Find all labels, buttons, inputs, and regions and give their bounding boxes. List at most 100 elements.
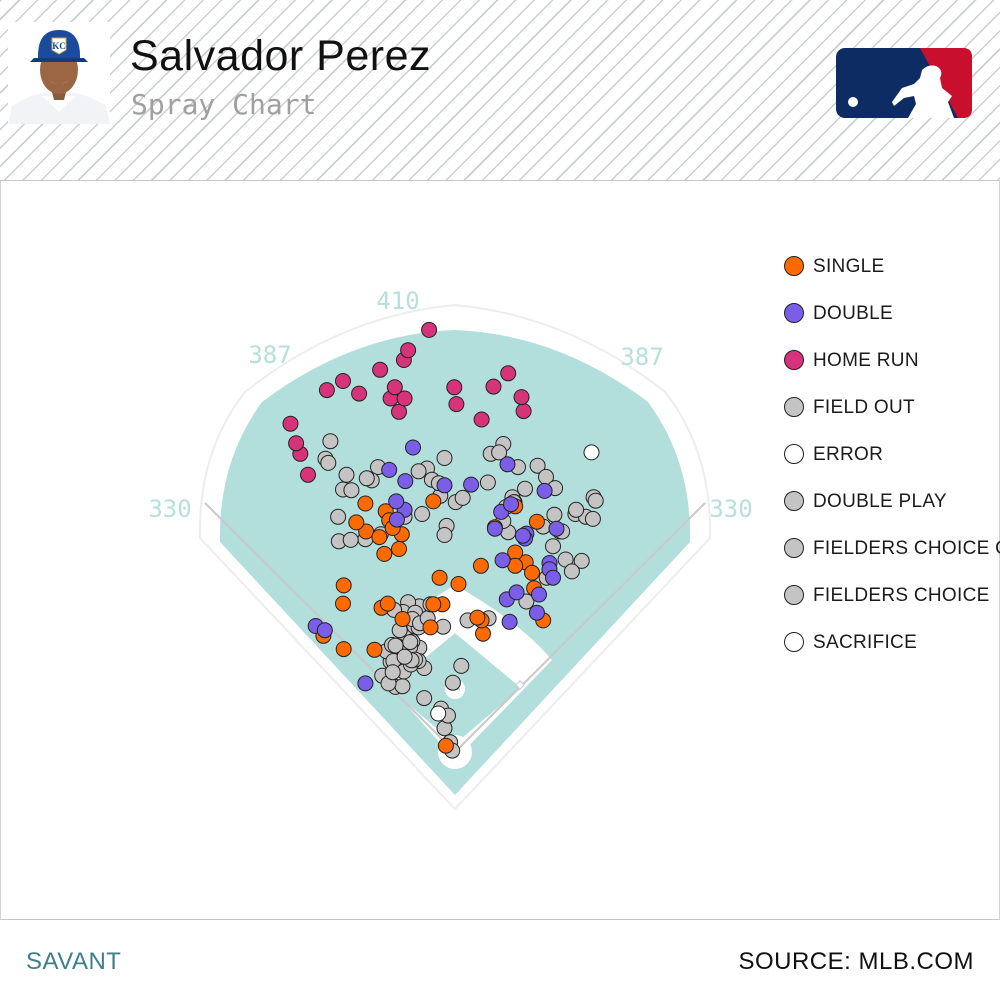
point-single: [394, 611, 411, 627]
point-single: [391, 541, 407, 557]
point-field-out: [444, 674, 461, 691]
point-field-out: [517, 480, 533, 497]
distance-left-line: 330: [148, 495, 191, 523]
point-single: [371, 529, 388, 546]
point-field-out: [518, 593, 535, 610]
legend-item-home-run: HOME RUN: [782, 348, 1000, 395]
legend-swatch-fielders-choice: [784, 585, 804, 605]
player-avatar: KC: [8, 22, 110, 124]
point-double: [545, 569, 561, 586]
point-double: [499, 456, 516, 473]
point-single: [450, 576, 467, 592]
point-single: [335, 641, 352, 658]
point-double: [436, 477, 453, 494]
legend-swatch-field-out: [784, 397, 804, 417]
point-single: [472, 557, 489, 574]
point-double: [486, 520, 503, 537]
point-field-out: [402, 634, 419, 651]
legend-item-sacrifice: SACRIFICE: [782, 630, 1000, 677]
point-home-run: [421, 321, 438, 338]
point-double: [316, 622, 333, 639]
point-single: [348, 514, 365, 531]
point-field-out: [454, 489, 471, 506]
point-field-out: [396, 648, 413, 665]
point-field-out: [546, 506, 563, 523]
point-home-run: [351, 385, 368, 402]
legend-label: FIELDERS CHOICE: [813, 585, 990, 606]
legend-label: FIELDERS CHOICE OUT: [813, 538, 1000, 559]
point-double: [381, 461, 398, 478]
distance-right-line: 330: [709, 495, 752, 523]
legend-swatch-single: [784, 256, 804, 276]
point-field-out: [584, 510, 601, 527]
point-field-out: [563, 563, 580, 580]
point-field-out: [384, 664, 401, 681]
point-double: [508, 584, 525, 601]
point-single: [335, 577, 352, 594]
point-field-out: [358, 470, 375, 487]
point-field-out: [573, 552, 590, 569]
legend-item-field-out: FIELD OUT: [782, 395, 1000, 442]
legend-label: DOUBLE: [813, 303, 893, 324]
point-single: [431, 569, 448, 586]
point-field-out: [545, 538, 561, 555]
chart-header: KC Salvador Perez Spray Chart: [0, 0, 1000, 181]
point-home-run: [500, 365, 517, 382]
point-home-run: [386, 379, 403, 396]
legend-swatch-home-run: [784, 350, 804, 370]
point-single: [366, 641, 383, 658]
hit-points: [282, 321, 604, 759]
legend-item-double-play: DOUBLE PLAY: [782, 489, 1000, 536]
legend-swatch-double: [784, 303, 804, 323]
legend-label: DOUBLE PLAY: [813, 491, 947, 512]
point-field-out: [343, 482, 360, 499]
point-field-out: [320, 454, 337, 471]
point-field-out: [410, 463, 427, 480]
stands-outline: [198, 303, 712, 811]
point-field-out: [529, 457, 546, 474]
legend-swatch-error: [784, 444, 804, 464]
point-error: [583, 444, 600, 461]
point-home-run: [288, 435, 305, 452]
point-home-run: [446, 379, 463, 396]
point-home-run: [300, 466, 316, 483]
distance-center: 410: [376, 287, 419, 315]
point-single: [422, 619, 439, 636]
point-single: [335, 595, 351, 612]
point-single: [469, 609, 486, 626]
point-home-run: [282, 415, 299, 432]
point-double: [397, 473, 414, 490]
point-home-run: [473, 411, 490, 428]
point-single: [358, 523, 375, 540]
point-field-out: [436, 527, 453, 543]
point-double: [503, 496, 519, 513]
point-field-out: [342, 531, 359, 548]
point-field-out: [479, 474, 496, 491]
point-field-out: [568, 501, 585, 518]
point-field-out: [387, 637, 404, 654]
point-single: [437, 737, 454, 754]
point-field-out: [453, 657, 470, 674]
point-single: [357, 495, 374, 512]
legend-label: SACRIFICE: [813, 632, 918, 653]
legend-item-single: SINGLE: [782, 254, 1000, 301]
legend-item-fielders-choice: FIELDERS CHOICE: [782, 583, 1000, 630]
point-single: [379, 595, 396, 612]
point-error: [430, 705, 447, 722]
savant-link[interactable]: SAVANT: [26, 948, 122, 975]
point-double: [548, 520, 565, 537]
distance-left-center: 387: [248, 341, 291, 369]
point-home-run: [396, 390, 413, 407]
legend-label: HOME RUN: [813, 350, 919, 371]
source-credit: SOURCE: MLB.COM: [738, 948, 974, 975]
point-field-out: [414, 506, 431, 522]
point-single: [475, 625, 491, 642]
point-field-out: [587, 492, 604, 509]
point-double: [501, 613, 518, 630]
mlb-logo: [836, 48, 972, 118]
legend-swatch-fielders-choice-out: [784, 538, 804, 558]
point-field-out: [394, 678, 411, 695]
point-home-run: [400, 342, 417, 359]
point-single: [376, 545, 393, 562]
point-field-out: [322, 433, 339, 450]
